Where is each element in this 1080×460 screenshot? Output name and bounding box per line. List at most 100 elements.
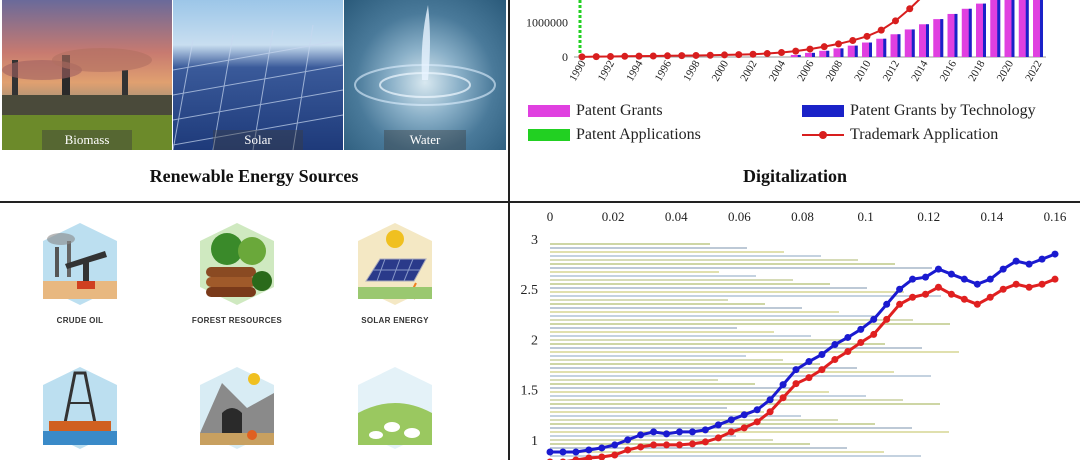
top-x-tick-label: 0.04 <box>665 209 688 224</box>
series-point <box>611 441 619 449</box>
resource-grassland <box>330 363 460 460</box>
series-point <box>637 443 645 451</box>
series-point <box>1051 250 1059 258</box>
patent-grants-bar <box>876 38 887 57</box>
patent-grants-bar <box>976 3 986 58</box>
crude-oil-label: CRUDE OIL <box>56 316 104 325</box>
series-point <box>818 351 826 359</box>
series-line <box>550 252 1056 454</box>
legend-patent-grants: Patent Grants <box>528 102 663 120</box>
digitalization-caption: Digitalization <box>743 166 847 186</box>
patent-grants-bar <box>847 45 858 57</box>
series-point <box>624 436 632 444</box>
series-point <box>922 273 930 281</box>
trademark-point <box>763 50 771 58</box>
series-point <box>701 426 709 434</box>
trademark-point <box>892 17 899 25</box>
series-point <box>947 290 955 298</box>
water-label: Water <box>384 130 466 150</box>
resource-solar: SOLAR ENERGY <box>330 219 460 325</box>
renewable-energy-panel: Biomass Solar Water Renewable Energy Sou… <box>0 0 508 201</box>
patent-grants-tech-bar <box>797 54 801 57</box>
series-point <box>986 275 994 283</box>
series-point <box>559 448 567 456</box>
series-point <box>844 333 852 341</box>
trademark-point <box>863 32 871 40</box>
trademark-point <box>792 47 800 55</box>
y-tick-label: 3 <box>531 233 538 248</box>
trademark-point <box>578 53 586 61</box>
trademark-point <box>607 52 614 60</box>
patent-grants-swatch <box>528 105 570 117</box>
series-point <box>663 430 671 438</box>
patent-grants-bar <box>890 34 901 57</box>
series-point <box>909 293 917 301</box>
patent-grants-tech-bar <box>868 42 872 57</box>
series-point <box>857 325 865 333</box>
series-point <box>986 293 994 301</box>
trademark-line <box>581 0 921 58</box>
oil-pump-icon <box>43 223 117 305</box>
patent-grants-bar <box>947 13 958 58</box>
patent-applications-swatch <box>528 129 570 141</box>
series-point <box>792 380 800 388</box>
series-point <box>650 441 658 449</box>
resource-oil-rig <box>15 363 145 460</box>
resource-forest: FOREST RESOURCES <box>172 219 302 325</box>
series-point <box>1025 283 1033 291</box>
forest-resources-label: FOREST RESOURCES <box>191 316 283 325</box>
series-point <box>753 406 761 414</box>
y-tick-label: 1000000 <box>526 16 568 30</box>
series-point <box>546 448 554 456</box>
trademark-point <box>721 51 728 59</box>
trademark-point <box>692 51 700 59</box>
x-tick-label: 1992 <box>596 59 617 84</box>
top-x-tick-label: 0.06 <box>728 209 751 224</box>
mine-icon <box>200 367 274 449</box>
series-point <box>792 366 800 374</box>
patent-grants-tech-bar <box>925 24 929 57</box>
x-tick-label: 2012 <box>881 59 902 84</box>
trademark-point <box>706 51 714 59</box>
solar-panel-icon <box>358 223 432 305</box>
x-tick-label: 1996 <box>653 58 675 83</box>
series-point <box>572 456 580 460</box>
patent-grants-tech-bar <box>811 52 815 57</box>
series-point <box>611 451 619 459</box>
top-x-tick-label: 0 <box>547 209 554 224</box>
resource-mine <box>172 363 302 460</box>
series-point <box>883 315 891 323</box>
patent-grants-tech-bar <box>1025 0 1029 57</box>
series-point <box>818 366 826 374</box>
series-point <box>870 330 878 338</box>
top-x-tick-label: 0.16 <box>1044 209 1067 224</box>
series-point <box>675 428 683 436</box>
patent-grants-bar <box>805 52 815 57</box>
trademark-point <box>877 26 885 34</box>
y-tick-label: 2 <box>531 333 538 348</box>
series-point <box>960 295 968 303</box>
series-point <box>883 300 891 308</box>
series-point <box>999 285 1007 293</box>
series-point <box>688 428 696 436</box>
x-tick-label: 2022 <box>1023 59 1044 84</box>
series-point <box>598 444 606 452</box>
series-point <box>740 411 748 419</box>
top-x-tick-label: 0.14 <box>981 209 1004 224</box>
series-point <box>624 446 632 454</box>
x-tick-label: 2004 <box>767 58 789 83</box>
patent-grants-tech-bar <box>826 50 830 57</box>
series-point <box>585 446 593 454</box>
series-point <box>1012 257 1020 265</box>
x-tick-label: 1990 <box>567 58 589 83</box>
series-point <box>727 428 735 436</box>
patent-grants-tech-bar <box>1011 0 1015 57</box>
x-tick-label: 2006 <box>795 58 817 83</box>
series-point <box>650 428 658 436</box>
x-tick-label: 2014 <box>909 58 931 83</box>
series-point <box>1051 275 1059 283</box>
patent-grants-bar <box>961 8 972 57</box>
grassland-sheep-icon <box>358 367 432 449</box>
series-point <box>663 441 671 449</box>
series-point <box>857 338 865 346</box>
